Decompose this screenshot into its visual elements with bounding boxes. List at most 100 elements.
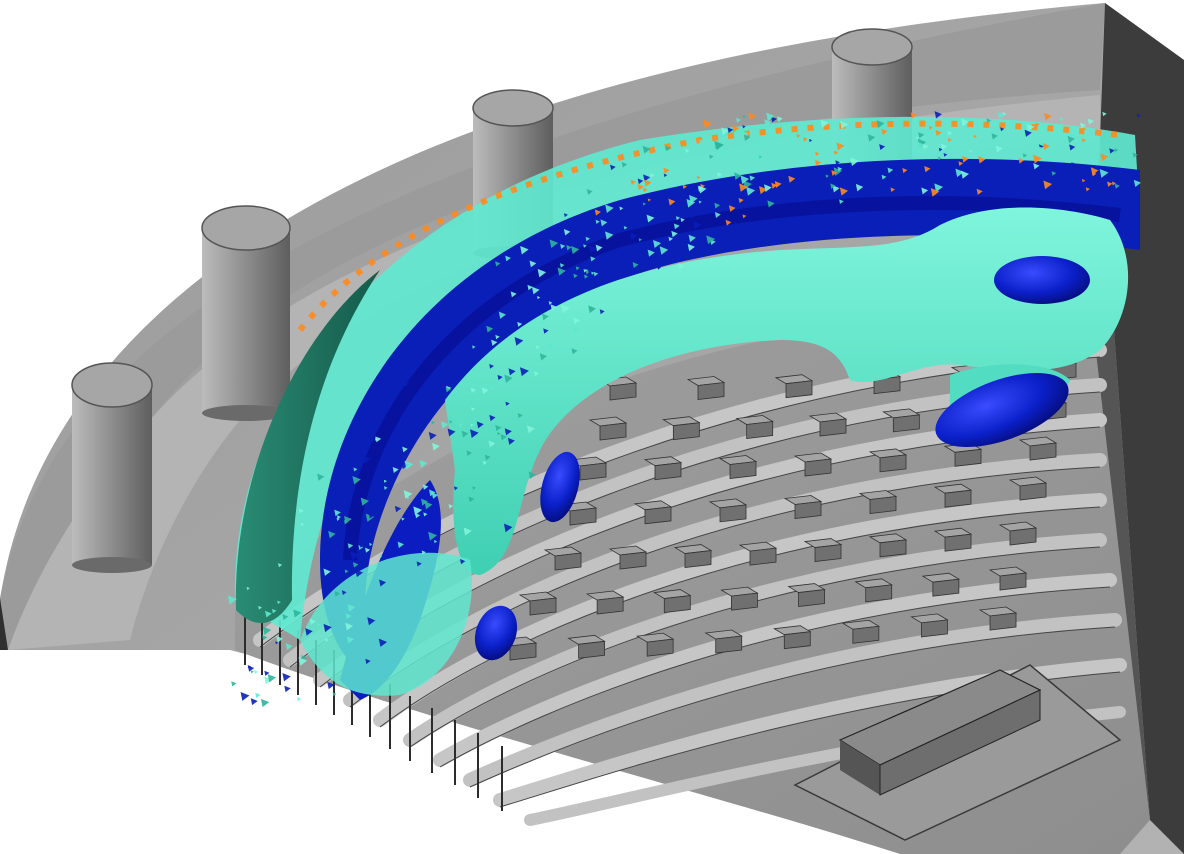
mesh-fragment	[595, 244, 603, 252]
mesh-fragment	[428, 431, 437, 440]
mesh-fragment	[543, 328, 549, 334]
mesh-fragment	[436, 401, 443, 407]
mesh-fragment	[1099, 168, 1109, 178]
mesh-fragment	[470, 387, 477, 394]
mesh-fragment	[585, 236, 590, 242]
mesh-fragment	[601, 208, 607, 214]
plume-front-fringe	[300, 552, 472, 696]
mesh-fragment	[643, 187, 648, 193]
mesh-fragment	[471, 407, 475, 412]
mesh-fragment	[1107, 181, 1113, 187]
mesh-fragment	[293, 609, 302, 618]
mesh-fragment	[740, 175, 750, 185]
mesh-fragment	[432, 518, 438, 524]
mesh-fragment	[665, 145, 671, 152]
mesh-fragment	[563, 228, 571, 236]
mesh-fragment	[646, 214, 655, 223]
mesh-fragment	[943, 169, 952, 177]
mesh-fragment	[404, 460, 414, 470]
mesh-fragment	[1109, 148, 1115, 154]
mesh-fragment	[255, 692, 261, 698]
mesh-fragment	[727, 127, 734, 134]
seat-front	[798, 589, 825, 608]
mesh-fragment	[689, 209, 699, 219]
mesh-fragment	[621, 162, 628, 168]
mesh-fragment	[336, 515, 341, 520]
mesh-fragment	[378, 554, 383, 559]
mesh-fragment	[879, 144, 886, 151]
mesh-fragment	[669, 166, 677, 174]
mesh-fragment	[250, 670, 254, 674]
mesh-fragment	[934, 183, 944, 193]
mesh-fragment	[607, 273, 612, 278]
mesh-fragment	[346, 636, 355, 644]
blue-blob-2	[935, 373, 1069, 447]
mesh-fragment	[918, 132, 925, 139]
mesh-fragment	[969, 126, 976, 133]
mesh-fragment	[816, 189, 822, 195]
mesh-fragment	[296, 696, 302, 702]
mesh-fragment	[1067, 135, 1075, 144]
mesh-fragment	[375, 436, 382, 443]
mesh-fragment	[943, 152, 948, 157]
mesh-fragment	[777, 116, 783, 122]
mesh-fragment	[334, 591, 341, 597]
mesh-fragment	[401, 517, 405, 521]
mesh-fragment	[1114, 183, 1120, 189]
mesh-fragment	[526, 425, 535, 434]
mesh-fragment	[775, 153, 780, 158]
mesh-fragment	[316, 622, 322, 628]
mesh-fragment	[277, 600, 281, 605]
mesh-fragment	[486, 325, 494, 333]
mesh-fragment	[419, 459, 428, 468]
mesh-fragment	[663, 173, 668, 178]
mesh-fragment	[482, 460, 488, 465]
mesh-fragment	[714, 202, 721, 209]
seat-front	[619, 551, 647, 570]
podium-side	[840, 740, 880, 795]
mesh-fragment	[505, 255, 511, 262]
column-2	[201, 205, 291, 421]
mesh-fragment	[721, 127, 729, 136]
mesh-fragment	[394, 505, 402, 513]
mesh-fragment	[563, 213, 568, 218]
seat-front	[569, 507, 597, 526]
mesh-fragment	[539, 353, 547, 361]
mesh-fragment	[937, 156, 942, 161]
mesh-fragment	[657, 265, 662, 270]
seat-front	[644, 506, 672, 525]
mesh-fragment	[568, 269, 573, 274]
mesh-fragment	[422, 484, 429, 490]
mesh-fragment	[1091, 171, 1097, 177]
mesh-fragment	[305, 628, 313, 636]
seat-front	[609, 382, 637, 401]
mesh-fragment	[1042, 142, 1050, 150]
mesh-fragment	[1021, 135, 1026, 140]
mesh-fragment	[489, 364, 494, 369]
mesh-fragment	[1102, 111, 1107, 117]
mesh-fragment	[334, 509, 341, 517]
column-1	[71, 362, 153, 573]
mesh-fragment	[876, 120, 885, 129]
mesh-fragment	[276, 635, 284, 643]
mesh-fragment	[600, 219, 608, 227]
mesh-fragment	[1033, 163, 1040, 170]
seat-front	[921, 619, 948, 638]
mesh-fragment	[930, 188, 940, 197]
mesh-fragment	[1071, 162, 1080, 171]
mesh-fragment	[850, 157, 859, 166]
mesh-fragment	[1018, 157, 1025, 164]
mesh-fragment	[807, 172, 816, 180]
mesh-fragment	[673, 223, 680, 230]
mesh-fragment	[833, 150, 839, 155]
mesh-fragment	[643, 174, 651, 182]
mesh-fragment	[323, 623, 332, 633]
mesh-fragment	[369, 542, 373, 547]
mesh-fragment	[339, 526, 343, 531]
mesh-fragment	[1085, 187, 1090, 192]
mesh-fragment	[495, 261, 501, 267]
mesh-fragment	[680, 149, 684, 154]
mesh-fragment	[961, 170, 970, 179]
mesh-fragment	[468, 496, 475, 503]
seat-front	[999, 572, 1027, 591]
